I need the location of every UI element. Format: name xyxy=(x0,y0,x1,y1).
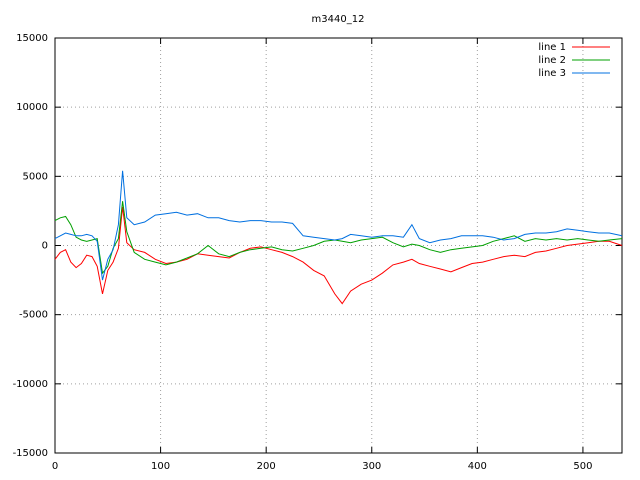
chart-title: m3440_12 xyxy=(312,14,365,25)
data-line xyxy=(54,201,623,275)
y-tick-label: 15000 xyxy=(16,33,48,44)
y-tick-label: -5000 xyxy=(19,310,48,321)
y-tick-label: -10000 xyxy=(13,379,48,390)
x-tick-label: 100 xyxy=(151,461,170,472)
y-tick-label: 10000 xyxy=(16,102,48,113)
x-tick-label: 200 xyxy=(257,461,276,472)
legend-label: line 2 xyxy=(538,55,566,66)
x-tick-label: 400 xyxy=(468,461,487,472)
data-line xyxy=(54,170,623,281)
y-tick-label: -15000 xyxy=(13,448,48,459)
y-tick-label: 5000 xyxy=(23,171,48,182)
x-tick-label: 0 xyxy=(52,461,58,472)
legend-label: line 1 xyxy=(538,42,566,53)
x-tick-label: 500 xyxy=(573,461,592,472)
y-tick-label: 0 xyxy=(42,241,48,252)
data-line xyxy=(54,206,623,305)
x-tick-label: 300 xyxy=(362,461,381,472)
legend-label: line 3 xyxy=(538,68,566,79)
